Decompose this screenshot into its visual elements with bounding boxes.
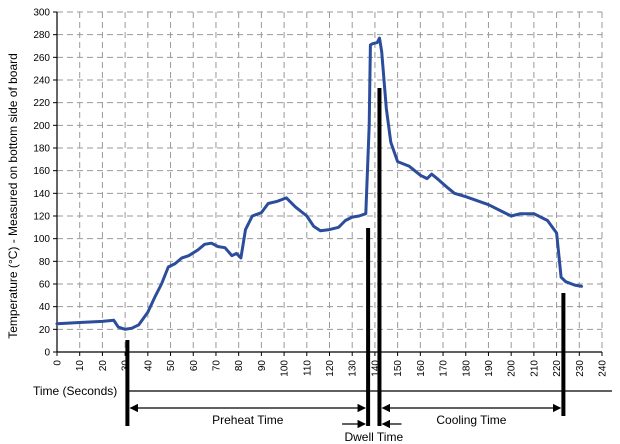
y-tick-label: 140 <box>33 189 50 200</box>
x-tick-label: 20 <box>98 360 109 372</box>
x-tick-label: 50 <box>166 360 177 372</box>
x-tick-label: 80 <box>234 360 245 372</box>
x-tick-labels: 0102030405060708090100110120130140150160… <box>53 360 609 377</box>
x-tick-label: 40 <box>143 360 154 372</box>
y-tick-label: 300 <box>33 8 50 19</box>
x-tick-label: 190 <box>484 360 495 377</box>
y-tick-label: 240 <box>33 76 50 87</box>
x-tick-label: 220 <box>552 360 563 377</box>
dwell-time-label: Dwell Time <box>344 430 403 444</box>
y-tick-label: 100 <box>33 234 50 245</box>
x-tick-label: 10 <box>75 360 86 372</box>
x-tick-label: 210 <box>529 360 540 377</box>
x-tick-label: 60 <box>189 360 200 372</box>
y-tick-label: 0 <box>44 348 50 359</box>
x-tick-label: 230 <box>575 360 586 377</box>
x-tick-label: 110 <box>302 360 313 376</box>
x-axis-label: Time (Seconds) <box>33 384 117 398</box>
y-tick-label: 40 <box>39 302 51 313</box>
y-tick-labels: 0 20 40 60 80 100 120 140 160 180 200 220 240 260 280 3… <box>33 8 50 359</box>
cooling-time-label: Cooling Time <box>436 413 506 427</box>
x-tick-label: 140 <box>370 360 381 377</box>
x-tick-label: 120 <box>325 360 336 377</box>
x-tick-label: 240 <box>598 360 609 377</box>
phase-markers <box>125 88 612 429</box>
x-tick-label: 130 <box>348 360 359 377</box>
x-tick-label: 90 <box>257 360 268 372</box>
grid <box>57 11 603 352</box>
x-tick-label: 70 <box>211 360 222 372</box>
x-tick-label: 100 <box>280 360 291 377</box>
y-tick-label: 200 <box>33 121 50 132</box>
y-tick-label: 220 <box>33 98 50 109</box>
temperature-series-line <box>55 36 584 331</box>
x-tick-label: 160 <box>416 360 427 377</box>
x-tick-label: 200 <box>507 360 518 377</box>
x-tick-label: 180 <box>461 360 472 377</box>
y-tick-label: 160 <box>33 166 50 177</box>
x-tick-label: 150 <box>393 360 404 377</box>
y-tick-label: 20 <box>39 325 51 336</box>
x-tick-label: 0 <box>53 360 64 366</box>
axes <box>53 11 603 356</box>
y-tick-label: 120 <box>33 212 50 223</box>
y-tick-label: 60 <box>39 280 51 291</box>
y-tick-label: 80 <box>39 257 51 268</box>
preheat-time-label: Preheat Time <box>212 413 284 427</box>
y-tick-label: 260 <box>33 53 50 64</box>
y-tick-label: 280 <box>33 30 50 41</box>
y-tick-label: 180 <box>33 144 50 155</box>
x-tick-label: 170 <box>439 360 450 377</box>
series <box>55 36 584 331</box>
y-axis-label: Temperature (°C) - Measured on bottom si… <box>6 53 20 339</box>
